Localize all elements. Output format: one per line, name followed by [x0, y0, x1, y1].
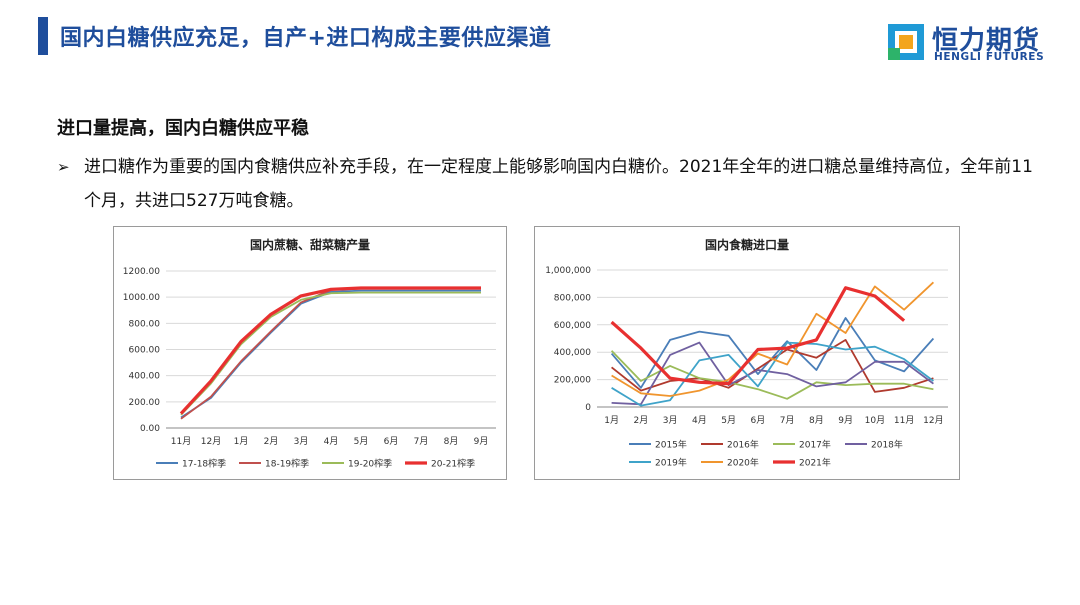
x-tick-label: 8月 [809, 415, 824, 426]
legend-label: 20-21榨季 [431, 458, 475, 470]
series-line-20-21榨季 [179, 286, 481, 415]
x-tick-label: 4月 [692, 415, 707, 426]
bullet-text: 进口糖作为重要的国内食糖供应补充手段，在一定程度上能够影响国内白糖价。2021年… [84, 157, 1033, 211]
x-tick-label: 8月 [444, 436, 459, 447]
y-tick-label: 800.00 [129, 319, 161, 329]
legend-label: 2020年 [727, 457, 759, 469]
bullet-arrow-icon: ➢ [57, 158, 70, 176]
x-tick-label: 1月 [604, 415, 619, 426]
chart-title: 国内蔗糖、甜菜糖产量 [250, 237, 370, 252]
x-tick-label: 12月 [923, 415, 943, 426]
x-tick-label: 9月 [474, 436, 489, 447]
x-tick-label: 1月 [234, 436, 249, 447]
x-tick-label: 5月 [354, 436, 369, 447]
x-tick-label: 7月 [780, 415, 795, 426]
y-tick-label: 1200.00 [123, 267, 160, 277]
y-tick-label: 600.00 [129, 346, 161, 356]
x-tick-label: 6月 [384, 436, 399, 447]
y-tick-label: 1,000,000 [545, 266, 591, 276]
x-tick-label: 6月 [751, 415, 766, 426]
series-line-2017年 [610, 350, 934, 400]
y-tick-label: 0 [585, 403, 591, 413]
x-tick-label: 11月 [171, 436, 191, 447]
page-title: 国内白糖供应充足，自产+进口构成主要供应渠道 [60, 26, 552, 51]
x-tick-label: 2月 [634, 415, 649, 426]
series-line-2021年 [610, 286, 906, 386]
y-tick-label: 200,000 [554, 376, 591, 386]
x-tick-label: 11月 [894, 415, 914, 426]
company-logo: 恒力期货 HENGLI FUTURES [888, 20, 1068, 65]
y-tick-label: 1000.00 [123, 293, 160, 303]
y-tick-label: 0.00 [140, 424, 160, 434]
bullet-paragraph: ➢ 进口糖作为重要的国内食糖供应补充手段，在一定程度上能够影响国内白糖价。202… [57, 150, 1047, 218]
series-line-2019年 [611, 341, 934, 407]
x-tick-label: 3月 [663, 415, 678, 426]
x-tick-label: 3月 [294, 436, 309, 447]
series-line-2018年 [611, 341, 934, 406]
sugar-import-volume-chart: 国内食糖进口量 0 200,000 400,000 600,000 800,000 1,00… [534, 226, 960, 480]
section-subheading: 进口量提高，国内白糖供应平稳 [57, 118, 309, 139]
series-line-2020年 [611, 281, 935, 397]
y-tick-label: 400,000 [554, 348, 591, 358]
legend-label: 2016年 [727, 439, 759, 451]
legend-label: 19-20榨季 [348, 458, 392, 470]
x-tick-label: 4月 [324, 436, 339, 447]
chart-title: 国内食糖进口量 [705, 237, 789, 252]
import-chart-svg: 国内食糖进口量 0 200,000 400,000 600,000 800,000 1,00… [545, 237, 948, 469]
title-accent-bar [38, 17, 48, 55]
legend-label: 2017年 [799, 439, 831, 451]
legend-label: 2015年 [655, 439, 687, 451]
y-tick-label: 800,000 [554, 293, 591, 303]
legend-label: 18-19榨季 [265, 458, 309, 470]
logo-mark-icon [888, 24, 924, 60]
x-tick-label: 10月 [865, 415, 885, 426]
x-tick-label: 7月 [414, 436, 429, 447]
x-tick-label: 12月 [201, 436, 221, 447]
production-chart-svg: 国内蔗糖、甜菜糖产量 0.00 200.00 400.00 600.00 800.00 10… [123, 237, 496, 470]
logo-chinese-name: 恒力期货 [932, 26, 1041, 56]
series-line-17-18榨季 [180, 289, 481, 419]
y-tick-label: 200.00 [129, 398, 161, 408]
series-line-19-20榨季 [180, 291, 481, 416]
y-tick-label: 600,000 [554, 321, 591, 331]
domestic-sugar-production-chart: 国内蔗糖、甜菜糖产量 0.00 200.00 400.00 600.00 800.00 10… [113, 226, 507, 480]
x-tick-label: 5月 [721, 415, 736, 426]
y-tick-label: 400.00 [129, 372, 161, 382]
x-tick-label: 9月 [838, 415, 853, 426]
legend-label: 2019年 [655, 457, 687, 469]
logo-english-name: HENGLI FUTURES [934, 51, 1045, 63]
legend-label: 17-18榨季 [182, 458, 226, 470]
series-line-2015年 [610, 317, 935, 389]
legend-label: 2018年 [871, 439, 903, 451]
x-tick-label: 2月 [264, 436, 279, 447]
series-line-18-19榨季 [180, 287, 481, 420]
legend-label: 2021年 [799, 457, 831, 469]
